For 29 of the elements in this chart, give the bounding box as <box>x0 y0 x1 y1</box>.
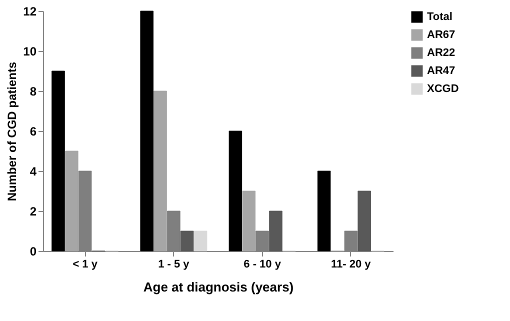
legend-label: AR67 <box>427 29 456 41</box>
y-tick-label: 2 <box>30 204 37 218</box>
y-tick-label: 10 <box>23 44 37 58</box>
x-tick-label: 11- 20 y <box>331 258 372 270</box>
y-axis-title: Number of CGD patients <box>5 62 20 202</box>
x-axis-title: Age at diagnosis (years) <box>143 280 294 294</box>
legend-label: XCGD <box>427 83 459 95</box>
y-tick-label: 0 <box>30 244 37 258</box>
x-tick-label: 6 - 10 y <box>244 258 282 270</box>
bar <box>228 130 242 252</box>
y-tick-label: 8 <box>30 84 37 98</box>
bar <box>358 190 371 252</box>
bar <box>269 210 282 252</box>
x-tick-label: < 1 y <box>72 258 98 270</box>
y-tick-label: 6 <box>30 124 37 138</box>
bar <box>65 150 78 252</box>
bar <box>140 10 154 252</box>
bar <box>154 90 167 252</box>
y-tick-label: 4 <box>30 164 37 178</box>
bar <box>242 190 256 252</box>
bar <box>194 230 208 252</box>
legend-label: AR22 <box>427 47 456 59</box>
x-tick-label: 1 - 5 y <box>158 258 190 270</box>
legend-label: Total <box>427 11 452 23</box>
bar <box>180 230 194 252</box>
bar <box>52 70 65 252</box>
legend-label: AR47 <box>427 65 456 77</box>
bar <box>317 170 331 252</box>
y-tick-label: 12 <box>23 4 37 18</box>
